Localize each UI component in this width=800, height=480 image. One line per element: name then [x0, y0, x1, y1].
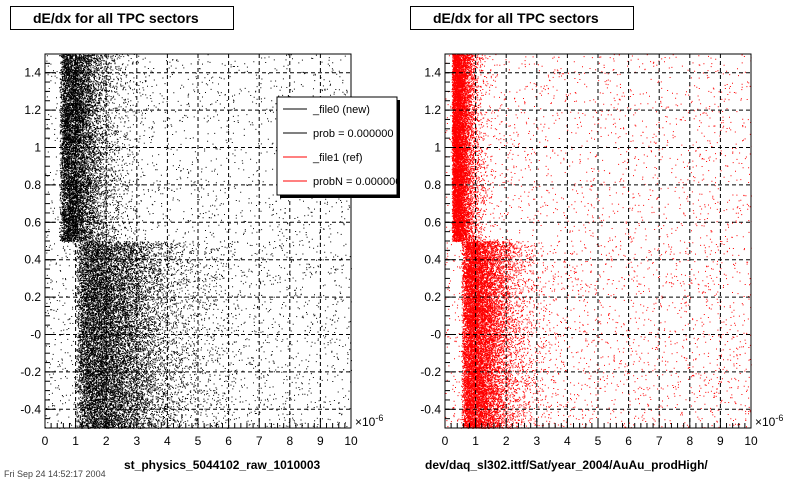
scatter-points [45, 54, 352, 429]
y-tick-label: -0 [30, 328, 41, 342]
x-tick-label: 2 [503, 434, 510, 448]
x-tick-label: 7 [656, 434, 663, 448]
right-scatter-chart: 0 1 2 3 4 5 6 7 8 9 10 ×10-6 1.4 1.2 1 0.8 0.6 0.4 0.2 -0 -0… [420, 53, 784, 448]
x-exponent-label: ×10-6 [355, 413, 383, 429]
x-tick-label: 0 [42, 434, 49, 448]
x-tick-label: 3 [533, 434, 540, 448]
legend-label: _file0 (new) [312, 104, 370, 116]
x-tick-label: 10 [744, 434, 758, 448]
x-tick-label: 3 [133, 434, 140, 448]
right-chart-title: dE/dx for all TPC sectors [410, 6, 634, 30]
grid-lines [445, 54, 751, 428]
legend: _file0 (new) prob = 0.000000 _file1 (ref) p… [276, 96, 400, 198]
x-tick-label: 5 [195, 434, 202, 448]
x-tick-label: 9 [717, 434, 724, 448]
y-tick-label: -0.4 [20, 402, 41, 416]
x-tick-label: 6 [625, 434, 632, 448]
x-tick-label: 7 [256, 434, 263, 448]
y-tick-label: 1.4 [24, 66, 41, 80]
x-tick-label: 4 [564, 434, 571, 448]
y-tick-label: 1 [34, 141, 41, 155]
y-tick-label: 0.2 [424, 290, 441, 304]
legend-label: _file1 (ref) [312, 152, 363, 164]
y-tick-label: 0.8 [424, 178, 441, 192]
right-x-axis-label: dev/daq_sl302.ittf/Sat/year_2004/AuAu_pr… [425, 458, 708, 472]
y-tick-label: 0.6 [424, 215, 441, 229]
left-scatter-chart: 0 1 2 3 4 5 6 7 8 9 10 ×10-6 1.4 1.2 1 0.8 0.6 0.4 0.2 -0 -0… [20, 53, 400, 448]
x-axis: 0 1 2 3 4 5 6 7 8 9 10 ×10-6 [442, 413, 784, 448]
y-tick-label: 1.2 [424, 103, 441, 117]
y-axis: 1.4 1.2 1 0.8 0.6 0.4 0.2 -0 -0.2 -0.4 [420, 53, 455, 429]
x-tick-label: 10 [344, 434, 358, 448]
x-tick-label: 0 [442, 434, 449, 448]
y-tick-label: 1.4 [424, 66, 441, 80]
y-tick-label: 0.2 [24, 290, 41, 304]
x-tick-label: 5 [595, 434, 602, 448]
x-tick-label: 4 [164, 434, 171, 448]
x-tick-label: 1 [72, 434, 79, 448]
y-tick-label: 1 [434, 141, 441, 155]
y-tick-label: -0.2 [420, 365, 441, 379]
x-tick-label: 1 [472, 434, 479, 448]
y-tick-label: -0.2 [20, 365, 41, 379]
x-tick-label: 2 [103, 434, 110, 448]
x-tick-label: 9 [317, 434, 324, 448]
scatter-point-cloud [45, 54, 352, 429]
x-exponent-label: ×10-6 [755, 413, 783, 429]
x-tick-label: 8 [686, 434, 693, 448]
y-tick-label: 0.4 [24, 253, 41, 267]
y-axis: 1.4 1.2 1 0.8 0.6 0.4 0.2 -0 -0.2 -0.4 [20, 53, 55, 429]
y-tick-label: 0.4 [424, 253, 441, 267]
y-tick-label: -0.4 [420, 402, 441, 416]
legend-box [276, 96, 398, 196]
y-tick-label: -0 [430, 328, 441, 342]
y-tick-label: 1.2 [24, 103, 41, 117]
y-tick-label: 0.8 [24, 178, 41, 192]
legend-label: prob = 0.000000 [313, 128, 393, 140]
timestamp-footer: Fri Sep 24 14:52:17 2004 [4, 469, 106, 479]
x-tick-label: 6 [225, 434, 232, 448]
x-tick-label: 8 [286, 434, 293, 448]
left-x-axis-label: st_physics_5044102_raw_1010003 [124, 458, 321, 472]
y-tick-label: 0.6 [24, 215, 41, 229]
legend-label: probN = 0.000000 [313, 176, 400, 188]
left-chart-title: dE/dx for all TPC sectors [10, 6, 234, 30]
